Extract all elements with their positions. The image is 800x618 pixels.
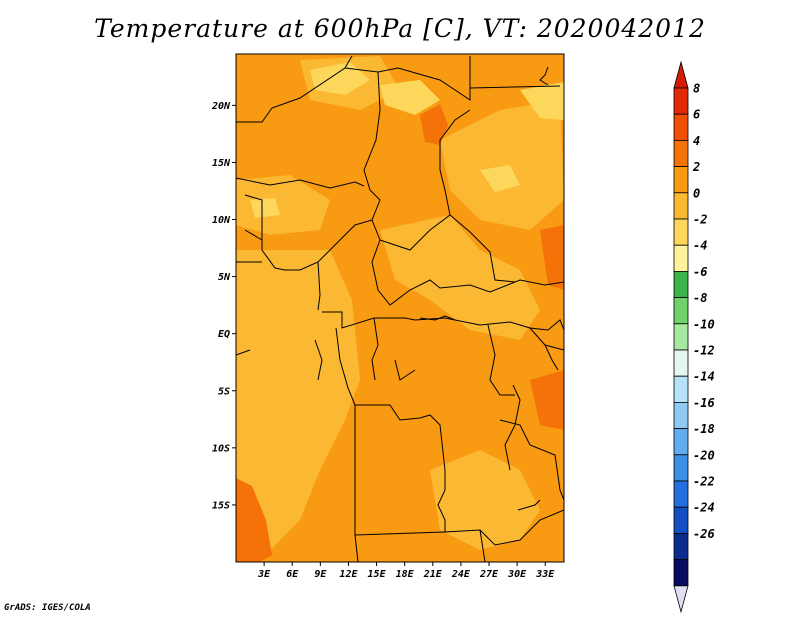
- lon-tick-label: 21E: [423, 569, 443, 580]
- colorbar-level-label: -8: [693, 291, 707, 305]
- colorbar-swatch: [673, 454, 689, 482]
- colorbar-swatch: [673, 166, 689, 194]
- temperature-field: [236, 54, 564, 562]
- colorbar-level-label: -18: [693, 422, 715, 436]
- field-region-4-6: [530, 370, 564, 430]
- colorbar-swatch: [673, 113, 689, 141]
- lat-tick-label: EQ: [218, 329, 230, 340]
- field-region-4-6: [420, 104, 448, 145]
- lon-tick-label: 3E: [257, 569, 271, 580]
- colorbar-top-arrow: [673, 60, 689, 89]
- lat-tick-label: 5S: [218, 386, 230, 397]
- colorbar-swatch: [673, 323, 689, 351]
- colorbar-swatch: [673, 480, 689, 508]
- field-region-4-6: [540, 225, 564, 290]
- field-region-neg2-0: [250, 198, 280, 218]
- field-region-0-2: [430, 450, 540, 550]
- colorbar-level-label: 6: [693, 108, 700, 122]
- grads-credit: GrADS: IGES/COLA: [4, 603, 91, 613]
- colorbar-level-label: -14: [693, 370, 715, 384]
- colorbar-swatch: [673, 297, 689, 325]
- field-region-0-2: [236, 175, 330, 235]
- lat-tick-label: 10N: [212, 215, 231, 226]
- lon-tick-label: 15E: [368, 569, 387, 580]
- colorbar-level-label: -20: [693, 448, 715, 462]
- colorbar-swatch: [673, 192, 689, 220]
- colorbar-level-label: -4: [693, 239, 707, 253]
- colorbar-swatch: [673, 270, 689, 298]
- field-region-neg2-0: [380, 80, 440, 115]
- field-region-neg2-0: [520, 82, 564, 120]
- field-region-4-6: [236, 478, 272, 562]
- colorbar-swatch: [673, 428, 689, 456]
- longitude-axis: 3E 6E 9E 12E 15E 18E 21E 24E 27E 30E 33E: [257, 562, 555, 580]
- colorbar-swatch: [673, 218, 689, 246]
- colorbar-bottom-arrow: [673, 585, 689, 614]
- colorbar-level-label: 0: [693, 186, 700, 200]
- lat-tick-label: 5N: [218, 272, 231, 283]
- colorbar-swatch: [673, 244, 689, 272]
- colorbar-level-label: -24: [693, 501, 715, 515]
- lon-tick-label: 27E: [479, 569, 499, 580]
- lon-tick-label: 33E: [535, 569, 555, 580]
- colorbar: 8 6 4 2 0 -2 -4 -6 -8 -10 -12 -14 -16 -18 -20 -22 -24 -26: [673, 60, 715, 614]
- colorbar-swatch: [673, 139, 689, 167]
- colorbar-level-label: -2: [693, 213, 707, 227]
- lat-tick-label: 15S: [212, 500, 230, 511]
- colorbar-swatch: [673, 559, 689, 587]
- colorbar-level-label: -26: [693, 527, 715, 541]
- map-frame: [235, 53, 565, 563]
- lon-tick-label: 30E: [507, 569, 527, 580]
- colorbar-level-label: -10: [693, 317, 715, 331]
- field-region-neg2-0: [310, 62, 370, 95]
- colorbar-swatch: [673, 87, 689, 115]
- field-region-0-2: [236, 370, 330, 470]
- lon-tick-label: 12E: [339, 569, 358, 580]
- colorbar-swatch: [673, 349, 689, 377]
- colorbar-swatch: [673, 506, 689, 534]
- colorbar-swatch: [673, 533, 689, 561]
- colorbar-level-label: -12: [693, 344, 715, 358]
- field-region-neg2-0: [480, 165, 520, 192]
- lat-tick-label: 10S: [212, 443, 230, 454]
- field-region-0-2: [380, 215, 540, 340]
- colorbar-swatch: [673, 401, 689, 429]
- country-borders: [236, 55, 564, 562]
- colorbar-level-label: -22: [693, 475, 715, 489]
- colorbar-level-label: 2: [692, 160, 700, 174]
- lon-tick-label: 18E: [396, 569, 415, 580]
- lon-tick-label: 24E: [451, 569, 471, 580]
- field-region-0-2: [440, 100, 564, 230]
- lat-tick-label: 20N: [211, 101, 231, 112]
- latitude-axis: 20N 15N 10N 5N EQ 5S 10S 15S: [211, 101, 236, 511]
- colorbar-swatch: [673, 375, 689, 403]
- colorbar-level-label: -16: [693, 396, 715, 410]
- lat-tick-label: 15N: [212, 158, 231, 169]
- lon-tick-label: 6E: [286, 569, 299, 580]
- lon-tick-label: 9E: [314, 569, 327, 580]
- colorbar-level-label: 4: [693, 134, 700, 148]
- colorbar-level-label: 8: [693, 82, 700, 96]
- chart-title: Temperature at 600hPa [C], VT: 202004201…: [94, 14, 706, 43]
- colorbar-level-label: -6: [693, 265, 707, 279]
